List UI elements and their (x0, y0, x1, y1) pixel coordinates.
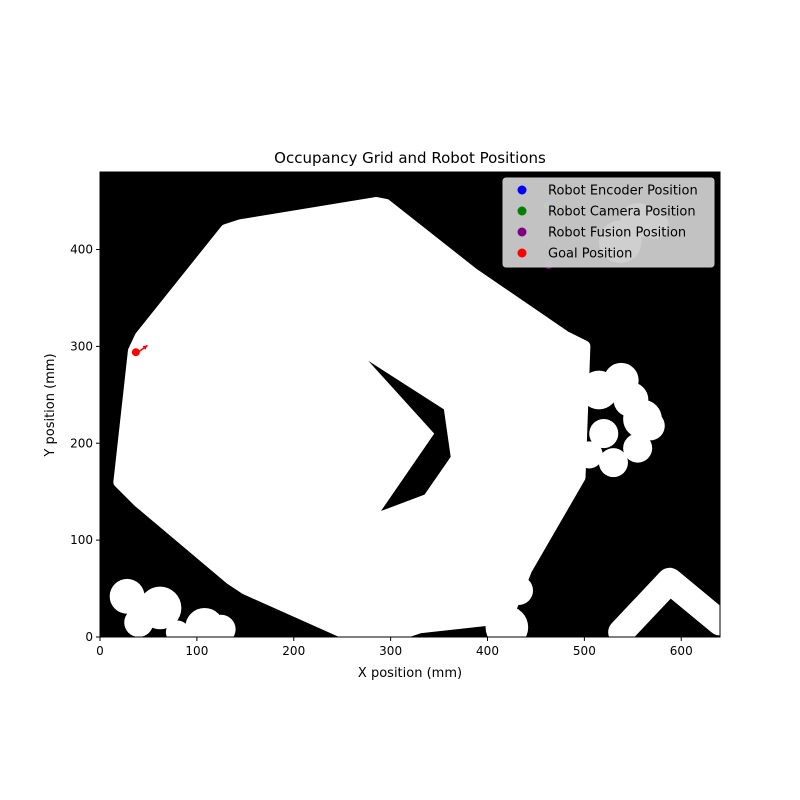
legend-marker (517, 206, 527, 216)
legend-label: Robot Encoder Position (548, 184, 698, 199)
data-point (131, 348, 140, 357)
obstacle-region (368, 360, 451, 512)
legend-entries: Robot Encoder Position Robot Camera Posit… (517, 184, 698, 262)
x-axis-ticks: 0 100 200 300 400 500 600 (96, 637, 693, 658)
legend-label: Robot Fusion Position (548, 226, 686, 241)
free-space-blob (589, 419, 619, 449)
x-tick-label: 400 (476, 644, 499, 658)
occupied-space-layer (368, 360, 451, 512)
x-tick-label: 600 (670, 644, 693, 658)
legend-label: Robot Camera Position (548, 205, 696, 220)
free-space-blob (575, 441, 603, 469)
free-space-blob (138, 586, 182, 630)
chart-title: Occupancy Grid and Robot Positions (274, 149, 546, 167)
y-tick-label: 0 (85, 630, 93, 644)
legend-marker (517, 227, 527, 237)
x-tick-label: 500 (573, 644, 596, 658)
free-space-blob (206, 614, 236, 637)
free-space-blob (485, 606, 529, 637)
free-space-region (113, 197, 591, 637)
axes-frame (99, 171, 721, 638)
y-tick-label: 100 (70, 533, 93, 547)
free-space-blob (598, 448, 628, 478)
legend-box (502, 177, 715, 268)
x-tick-label: 200 (282, 644, 305, 658)
legend-label: Goal Position (548, 247, 632, 262)
y-axis-ticks: 0 100 200 300 400 (70, 243, 100, 644)
free-space-blob (623, 433, 653, 463)
x-axis-label: X position (mm) (358, 666, 462, 681)
legend-marker (517, 185, 527, 195)
legend: Robot Encoder Position Robot Camera Posit… (502, 177, 715, 268)
y-tick-label: 300 (70, 339, 93, 353)
x-tick-label: 0 (96, 644, 104, 658)
x-tick-label: 300 (379, 644, 402, 658)
heading-arrow-head (142, 345, 148, 350)
free-space-blob (503, 575, 534, 606)
y-tick-label: 200 (70, 436, 93, 450)
free-space-corridor (608, 567, 720, 637)
free-space-blob (635, 411, 665, 441)
y-axis-label: Y position (mm) (43, 353, 58, 457)
x-tick-label: 100 (185, 644, 208, 658)
y-tick-label: 400 (70, 243, 93, 257)
legend-marker (517, 248, 527, 258)
free-space-blob (165, 620, 190, 637)
free-space-blob (109, 578, 145, 614)
